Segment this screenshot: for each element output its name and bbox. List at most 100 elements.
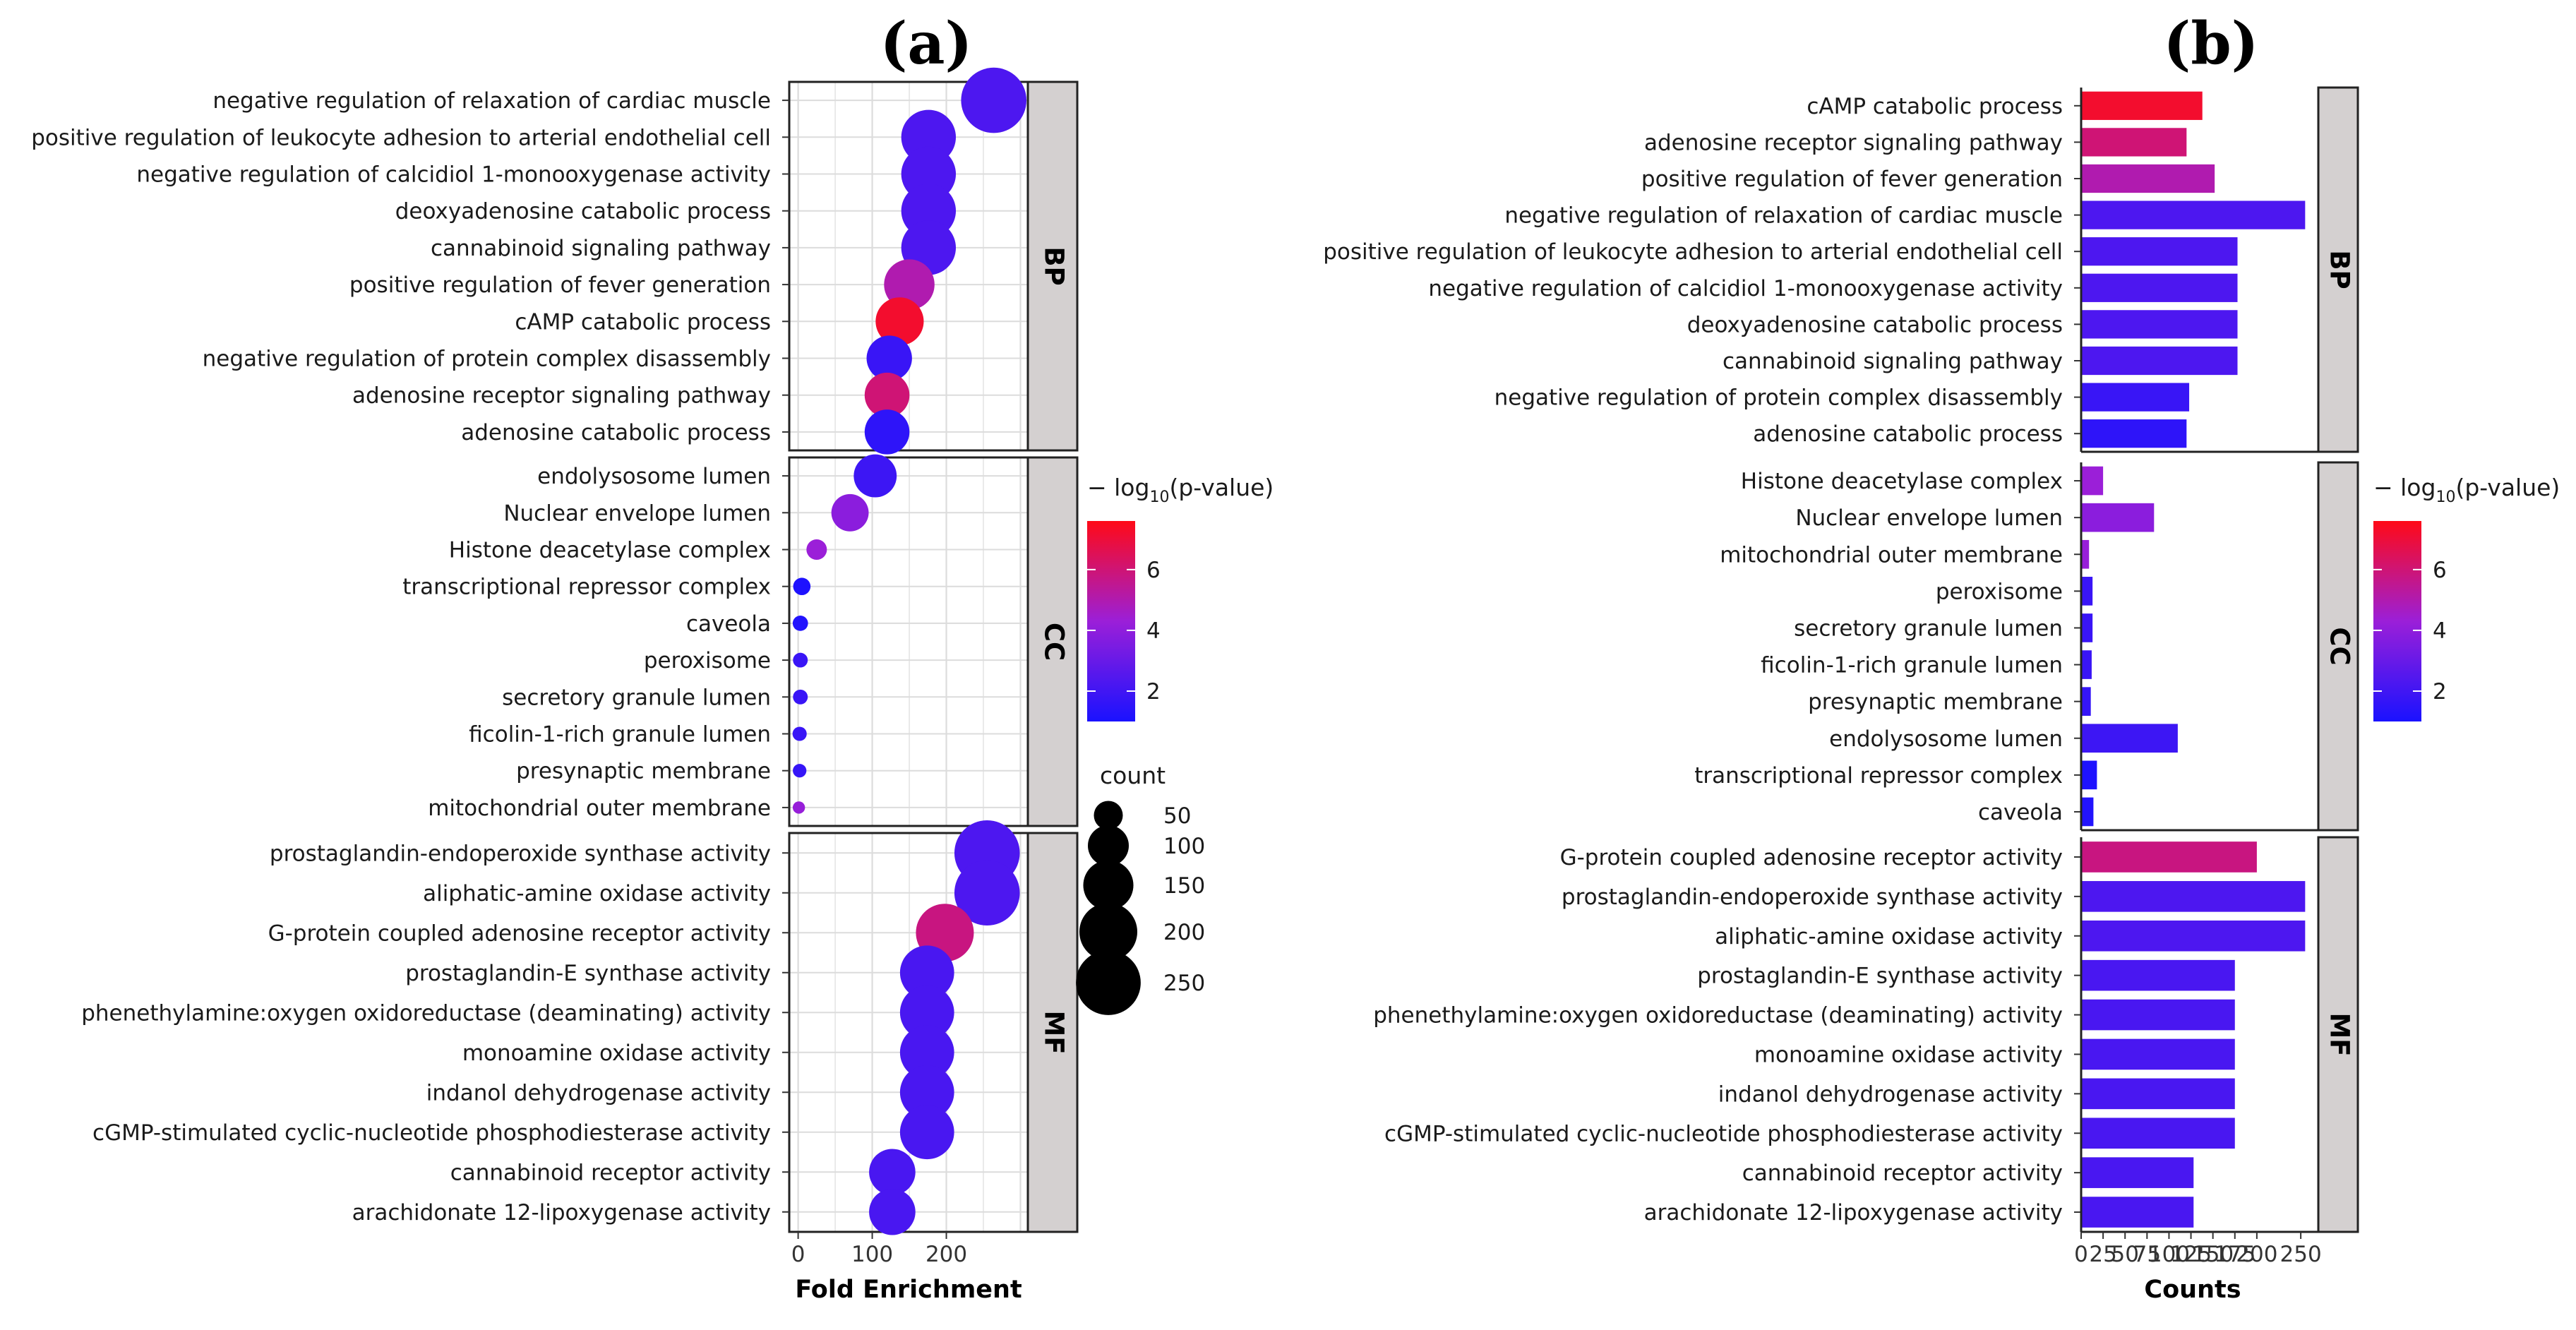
facet-strip (2317, 836, 2359, 1233)
data-point (792, 801, 805, 814)
term-label: endolysosome lumen (1829, 726, 2063, 752)
dot-plot-panel: BP negative regulation of relaxation of c… (31, 67, 1079, 1304)
term-label: prostaglandin-E synthase activity (405, 961, 771, 986)
color-legend-title: − log10(p-value) (1087, 474, 1274, 506)
data-bar (2081, 577, 2093, 606)
term-label: adenosine receptor signaling pathway (1644, 130, 2063, 155)
x-axis-title: Fold Enrichment (795, 1276, 1022, 1304)
data-bar (2081, 999, 2235, 1031)
term-label: aliphatic-amine oxidase activity (1715, 924, 2063, 949)
data-point (792, 616, 808, 631)
data-point (899, 985, 954, 1040)
term-label: cannabinoid signaling pathway (1723, 349, 2063, 374)
term-label: aliphatic-amine oxidase activity (423, 881, 771, 906)
term-label: negative regulation of relaxation of car… (1504, 203, 2063, 229)
term-label: adenosine catabolic process (461, 420, 771, 445)
term-label: caveola (1978, 800, 2063, 825)
term-label: presynaptic membrane (1808, 690, 2063, 715)
data-bar (2081, 128, 2187, 157)
data-bar (2081, 503, 2155, 532)
term-label: positive regulation of leukocyte adhesio… (1323, 239, 2063, 265)
term-label: cannabinoid signaling pathway (431, 236, 771, 261)
x-tick-label: 200 (2236, 1242, 2277, 1267)
data-bar (2081, 346, 2238, 376)
term-label: prostaglandin-endoperoxide synthase acti… (270, 841, 771, 866)
term-label: prostaglandin-endoperoxide synthase acti… (1562, 885, 2063, 910)
data-point (864, 372, 910, 418)
term-label: deoxyadenosine catabolic process (395, 199, 771, 224)
legend-panel-a: − log10(p-value) 2 4 6 count 50 100 150 200 250 (1076, 474, 1274, 1015)
term-label: peroxisome (644, 648, 771, 673)
data-bar (2081, 310, 2238, 339)
data-point (793, 764, 807, 778)
facet-strip-label: MF (2325, 1012, 2355, 1056)
x-tick-label: 75 (2133, 1242, 2161, 1267)
size-legend-dot (1088, 825, 1129, 866)
term-label: positive regulation of fever generation (349, 272, 771, 298)
data-point (792, 726, 807, 741)
data-bar (2081, 1157, 2194, 1188)
term-label: monoamine oxidase activity (1754, 1042, 2063, 1067)
x-tick-label: 50 (2111, 1242, 2138, 1267)
data-point (866, 335, 912, 381)
facet-strip-label: MF (1039, 1010, 1070, 1054)
x-tick-label: 25 (2089, 1242, 2116, 1267)
term-label: cGMP-stimulated cyclic-nucleotide phosph… (92, 1120, 771, 1146)
facet-bp: cAMP catabolic process adenosine receptor… (1323, 86, 2359, 453)
term-label: Histone deacetylase complex (449, 538, 771, 563)
term-label: negative regulation of calcidiol 1-monoo… (1428, 276, 2063, 301)
color-scale-bar (1087, 521, 1135, 721)
data-point (869, 1188, 916, 1235)
term-label: negative regulation of protein complex d… (1494, 385, 2063, 411)
x-tick-label: 100 (851, 1242, 893, 1267)
facet-cc: Histone deacetylase complex Nuclear envel… (1694, 461, 2359, 832)
term-label: cannabinoid receptor activity (1742, 1161, 2063, 1186)
data-bar (2081, 1078, 2235, 1110)
size-legend-dot (1076, 950, 1141, 1015)
color-legend-title: − log10(p-value) (2373, 474, 2560, 506)
data-bar (2081, 164, 2215, 193)
term-label: Nuclear envelope lumen (1795, 505, 2063, 531)
term-label: cGMP-stimulated cyclic-nucleotide phosph… (1384, 1121, 2063, 1146)
data-point (793, 652, 808, 668)
term-label: deoxyadenosine catabolic process (1687, 312, 2063, 337)
legend-panel-b: − log10(p-value) 2 4 6 (2373, 474, 2560, 721)
term-label: indanol dehydrogenase activity (1718, 1082, 2063, 1107)
term-label: negative regulation of protein complex d… (203, 347, 771, 372)
data-bar (2081, 91, 2203, 120)
facet-strip (1026, 456, 1079, 827)
data-bar (2081, 613, 2093, 642)
x-tick-label: 150 (2192, 1242, 2234, 1267)
term-label: presynaptic membrane (516, 759, 771, 784)
term-label: mitochondrial outer membrane (428, 796, 771, 821)
size-legend-dot (1094, 801, 1123, 830)
term-label: positive regulation of leukocyte adhesio… (31, 125, 771, 150)
facet-strip-label: CC (1039, 623, 1070, 661)
data-bar (2081, 200, 2306, 229)
facet-strip (1026, 832, 1079, 1233)
data-bar (2081, 1118, 2235, 1149)
color-scale-label: 2 (2433, 679, 2447, 705)
term-label: ficolin-1-rich granule lumen (469, 722, 771, 748)
facet-strip-label: BP (2325, 250, 2355, 289)
panel-b-label: (b) (2164, 10, 2259, 78)
facet-mf: MF prostaglandin-endoperoxide synthase ac… (81, 820, 1079, 1235)
data-bar (2081, 881, 2306, 912)
data-bar (2081, 539, 2090, 569)
x-tick-label: 100 (2148, 1242, 2190, 1267)
size-legend-label: 200 (1163, 920, 1205, 945)
data-point (864, 409, 910, 455)
data-point (899, 1025, 954, 1080)
size-legend-title: count (1100, 762, 1166, 789)
term-label: secretory granule lumen (502, 685, 771, 710)
term-label: cAMP catabolic process (1807, 94, 2063, 119)
data-bar (2081, 1197, 2194, 1228)
data-point (831, 493, 869, 532)
data-bar (2081, 650, 2092, 679)
data-point (954, 860, 1020, 926)
term-label: adenosine catabolic process (1753, 421, 2063, 447)
color-scale-label: 6 (2433, 558, 2447, 583)
color-scale-label: 6 (1146, 558, 1161, 583)
term-label: endolysosome lumen (537, 464, 771, 489)
